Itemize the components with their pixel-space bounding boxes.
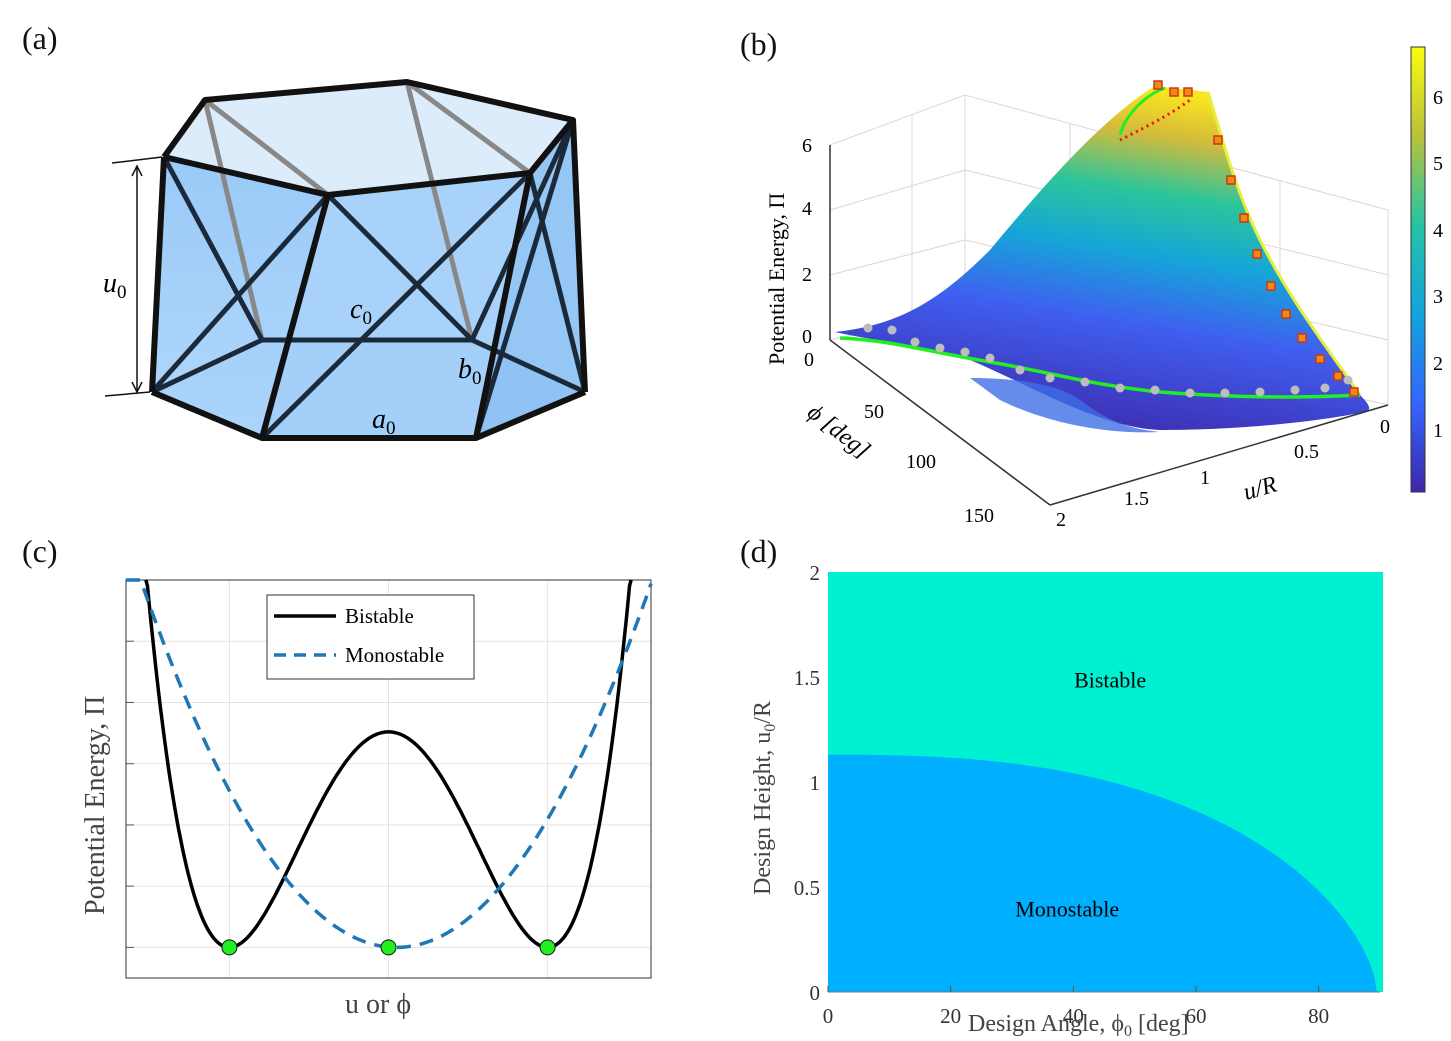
red-dotted-path bbox=[1119, 98, 1191, 142]
c-plot-frame bbox=[125, 579, 652, 979]
monostable-region bbox=[828, 754, 1377, 992]
c-xlabel: u or ϕ bbox=[345, 989, 411, 1020]
panel-a-label: (a) bbox=[22, 20, 58, 56]
svg-text:5: 5 bbox=[1433, 153, 1443, 175]
stable-point bbox=[221, 939, 238, 956]
svg-text:2: 2 bbox=[1056, 509, 1066, 530]
prism-diagram: u0 c0 b0 a0 bbox=[103, 79, 588, 441]
z-ticks: 0 2 4 6 bbox=[802, 135, 812, 348]
stable-point bbox=[539, 939, 556, 956]
svg-text:2: 2 bbox=[802, 264, 812, 286]
colorbar bbox=[1410, 46, 1426, 493]
d-xtick-label: 20 bbox=[940, 1004, 961, 1028]
svg-text:50: 50 bbox=[864, 401, 884, 423]
svg-text:0.5: 0.5 bbox=[1294, 441, 1319, 463]
c0-label: c0 bbox=[350, 294, 372, 329]
d-ylabel: Design Height, u0/R bbox=[750, 701, 779, 895]
d-xtick-label: 0 bbox=[823, 1004, 834, 1028]
u-ticks: 2 1.5 1 0.5 0 bbox=[1056, 416, 1390, 530]
svg-text:150: 150 bbox=[964, 505, 994, 527]
bistable-region-label: Bistable bbox=[1074, 668, 1146, 693]
c-grid bbox=[126, 580, 651, 978]
hidden-edges bbox=[202, 79, 532, 341]
svg-text:0: 0 bbox=[804, 349, 814, 371]
line-chart: Bistable Monostable Potential Energy, Π … bbox=[80, 578, 653, 1020]
panel-c: (c) Bistable Monostable Potential Energy… bbox=[0, 525, 700, 1041]
legend-bistable-label: Bistable bbox=[345, 604, 414, 628]
d-ytick-label: 1.5 bbox=[794, 666, 820, 690]
stability-map: 0 20 40 60 80 0 0.5 1 1.5 2 Bistable Monostable D… bbox=[750, 561, 1384, 1040]
green-path-top bbox=[1118, 86, 1166, 136]
a0-label: a0 bbox=[372, 404, 396, 439]
u-axis bbox=[1049, 404, 1389, 506]
svg-text:6: 6 bbox=[1433, 87, 1443, 109]
d-ytick-label: 2 bbox=[810, 561, 821, 585]
energy-surface bbox=[835, 86, 1370, 430]
svg-text:100: 100 bbox=[906, 451, 936, 473]
d-xlabel: Design Angle, ϕ0 [deg] bbox=[968, 1011, 1189, 1040]
surface-lower-fold bbox=[970, 378, 1160, 433]
svg-text:1: 1 bbox=[1200, 467, 1210, 489]
panel-d-label: (d) bbox=[740, 533, 778, 569]
panel-a: (a) bbox=[0, 0, 700, 520]
svg-text:1.5: 1.5 bbox=[1124, 488, 1149, 510]
stable-point bbox=[380, 939, 397, 956]
svg-text:6: 6 bbox=[802, 135, 812, 157]
svg-text:4: 4 bbox=[802, 198, 812, 220]
d-xtick-label: 40 bbox=[1063, 1004, 1084, 1028]
d-xtick-label: 80 bbox=[1308, 1004, 1329, 1028]
panel-d: (d) 0 20 40 60 80 0 0.5 1 1.5 2 Bistable Monostab… bbox=[700, 525, 1451, 1041]
top-face bbox=[164, 82, 573, 195]
svg-text:4: 4 bbox=[1433, 220, 1443, 242]
phi-axis bbox=[829, 339, 1051, 506]
u0-label: u0 bbox=[103, 268, 127, 303]
d-ytick-label: 0 bbox=[810, 981, 821, 1005]
c-legend: Bistable Monostable bbox=[266, 594, 475, 680]
side-face-right bbox=[476, 120, 585, 438]
monostable-line bbox=[126, 578, 653, 950]
panel-b-label: (b) bbox=[740, 26, 778, 62]
grey-markers bbox=[863, 323, 1353, 398]
z-axis-label: Potential Energy, Π bbox=[764, 193, 789, 365]
legend-monostable-label: Monostable bbox=[345, 643, 444, 667]
colorbar-ticks: 1 2 3 4 5 6 bbox=[1433, 87, 1443, 442]
d-xtick-label: 60 bbox=[1186, 1004, 1207, 1028]
surface-plot: 0 2 4 6 0 50 100 150 2 1.5 1 0.5 0 Poten… bbox=[764, 46, 1443, 530]
monostable-region-label: Monostable bbox=[1015, 896, 1119, 921]
u-axis-label: u/R bbox=[1240, 471, 1280, 505]
d-ytick-label: 0.5 bbox=[794, 876, 820, 900]
d-ytick-label: 1 bbox=[810, 771, 821, 795]
svg-text:0: 0 bbox=[1380, 416, 1390, 438]
phi-ticks: 0 50 100 150 bbox=[804, 349, 994, 527]
svg-text:0: 0 bbox=[802, 326, 812, 348]
svg-text:3: 3 bbox=[1433, 286, 1443, 308]
svg-text:2: 2 bbox=[1433, 353, 1443, 375]
surface-edge bbox=[1206, 91, 1362, 396]
panel-b: (b) bbox=[700, 0, 1451, 530]
c-ylabel: Potential Energy, Π bbox=[80, 696, 111, 915]
diagonal-members bbox=[150, 118, 588, 440]
b0-label: b0 bbox=[458, 354, 482, 389]
height-dimension bbox=[104, 156, 163, 397]
orange-markers bbox=[1153, 80, 1359, 397]
prism-outline bbox=[149, 79, 588, 441]
panel-c-label: (c) bbox=[22, 533, 58, 569]
svg-text:1: 1 bbox=[1433, 420, 1443, 442]
